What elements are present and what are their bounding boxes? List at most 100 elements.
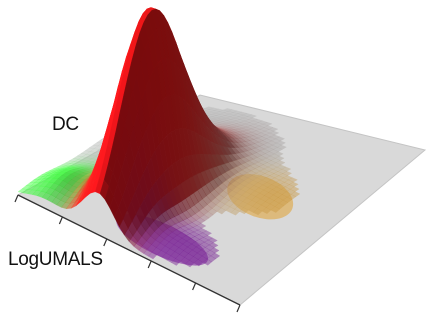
surface-cell (238, 201, 248, 208)
surface-cell (274, 155, 285, 161)
surface-cell (179, 250, 189, 258)
surface-cell (143, 248, 153, 257)
surface-cell (208, 242, 219, 248)
surface-cell (215, 201, 226, 209)
surface-cell (208, 107, 220, 111)
surface-cell (156, 250, 167, 258)
surface-cell (288, 181, 299, 187)
surface-cell (242, 113, 253, 117)
surface-cell (234, 205, 244, 212)
surface-cell (197, 255, 208, 263)
surface-cell (207, 208, 218, 216)
surface-cell (204, 244, 215, 251)
surface-cell (229, 202, 240, 210)
surface-cell (232, 110, 243, 114)
x-axis-ticks (14, 194, 241, 313)
surface-cell (275, 160, 286, 166)
x-axis-tick (147, 260, 152, 269)
x-axis-label: LogUMALS (8, 249, 103, 270)
surface-cell (216, 207, 227, 215)
surface-cell (273, 197, 284, 204)
surface-cell (195, 210, 205, 219)
surface-cell (277, 144, 287, 150)
y-axis-label: DC (52, 114, 79, 135)
surface-cell (278, 199, 289, 207)
surface-cell (270, 134, 281, 140)
surface-cell (227, 109, 238, 113)
surface-cell (203, 211, 214, 219)
surface-cell (184, 259, 195, 268)
surface-cell (284, 184, 295, 190)
surface-cell (188, 256, 199, 264)
x-axis-baseline (17, 194, 241, 306)
surface-cell (197, 227, 208, 234)
x-axis-tick (103, 238, 108, 247)
surface-cell (282, 196, 293, 203)
surface-cell (195, 217, 206, 224)
surface-cell (222, 108, 233, 112)
surface-cell (243, 203, 253, 211)
surface-cell (283, 175, 293, 181)
surface-cell (203, 204, 213, 213)
surface-cell (289, 186, 300, 192)
surface-cell (252, 208, 263, 216)
surface-cell (209, 247, 220, 254)
surface-cell (256, 198, 266, 206)
surface-cell (257, 120, 268, 125)
surface-cell (290, 191, 301, 197)
x-axis-tick (14, 194, 19, 203)
surface-cell (273, 151, 284, 157)
surface-cell (271, 138, 282, 144)
surface-cell (202, 230, 213, 236)
surface-cell (276, 164, 287, 170)
surface-cell (147, 251, 158, 260)
surface-cell (206, 255, 217, 263)
surface-cell (203, 235, 213, 241)
surface-cell (133, 241, 143, 251)
surface-cell (171, 258, 181, 266)
surface-cell (284, 179, 294, 185)
surface-cell (210, 252, 221, 260)
surface-cell (220, 204, 231, 211)
surface-cell (247, 114, 258, 119)
surface-cell (213, 108, 224, 112)
surface-cell (269, 200, 280, 207)
surface-cell (205, 249, 216, 257)
surface-cell (202, 258, 213, 266)
surface-cell (138, 245, 148, 254)
x-axis-tick (236, 304, 241, 313)
surface-cell (175, 254, 185, 262)
surface-cell (199, 214, 210, 222)
surface-cell (260, 201, 271, 208)
surface-cell (170, 251, 180, 259)
surface-cell (264, 197, 275, 205)
surface-cell (151, 247, 162, 255)
surface-cell (285, 188, 296, 195)
surface-cell (248, 206, 258, 213)
surface-cell (201, 252, 212, 260)
surface-cell (269, 130, 280, 136)
surface-cell (272, 142, 282, 148)
surface-cell (147, 244, 157, 253)
surface-cell (199, 207, 209, 216)
surface-cell (277, 194, 288, 201)
x-axis-line (17, 194, 241, 306)
surface-cell (184, 253, 194, 261)
surface-cell (270, 206, 281, 213)
surface-cell (276, 140, 286, 146)
surface-cell (256, 204, 267, 212)
surface-cell (188, 249, 198, 257)
surface-cell (281, 166, 292, 172)
surface-cell (161, 252, 172, 261)
surface-cell (208, 237, 218, 243)
surface-cell (211, 204, 222, 212)
surface-cell (224, 200, 235, 208)
surface-cell (180, 257, 190, 265)
surface-cell (263, 125, 274, 130)
surface-cell (262, 122, 273, 126)
surface-cell (252, 202, 262, 209)
surface-cell (268, 127, 279, 132)
surface-cell (277, 168, 288, 174)
surface-cell (193, 259, 204, 267)
